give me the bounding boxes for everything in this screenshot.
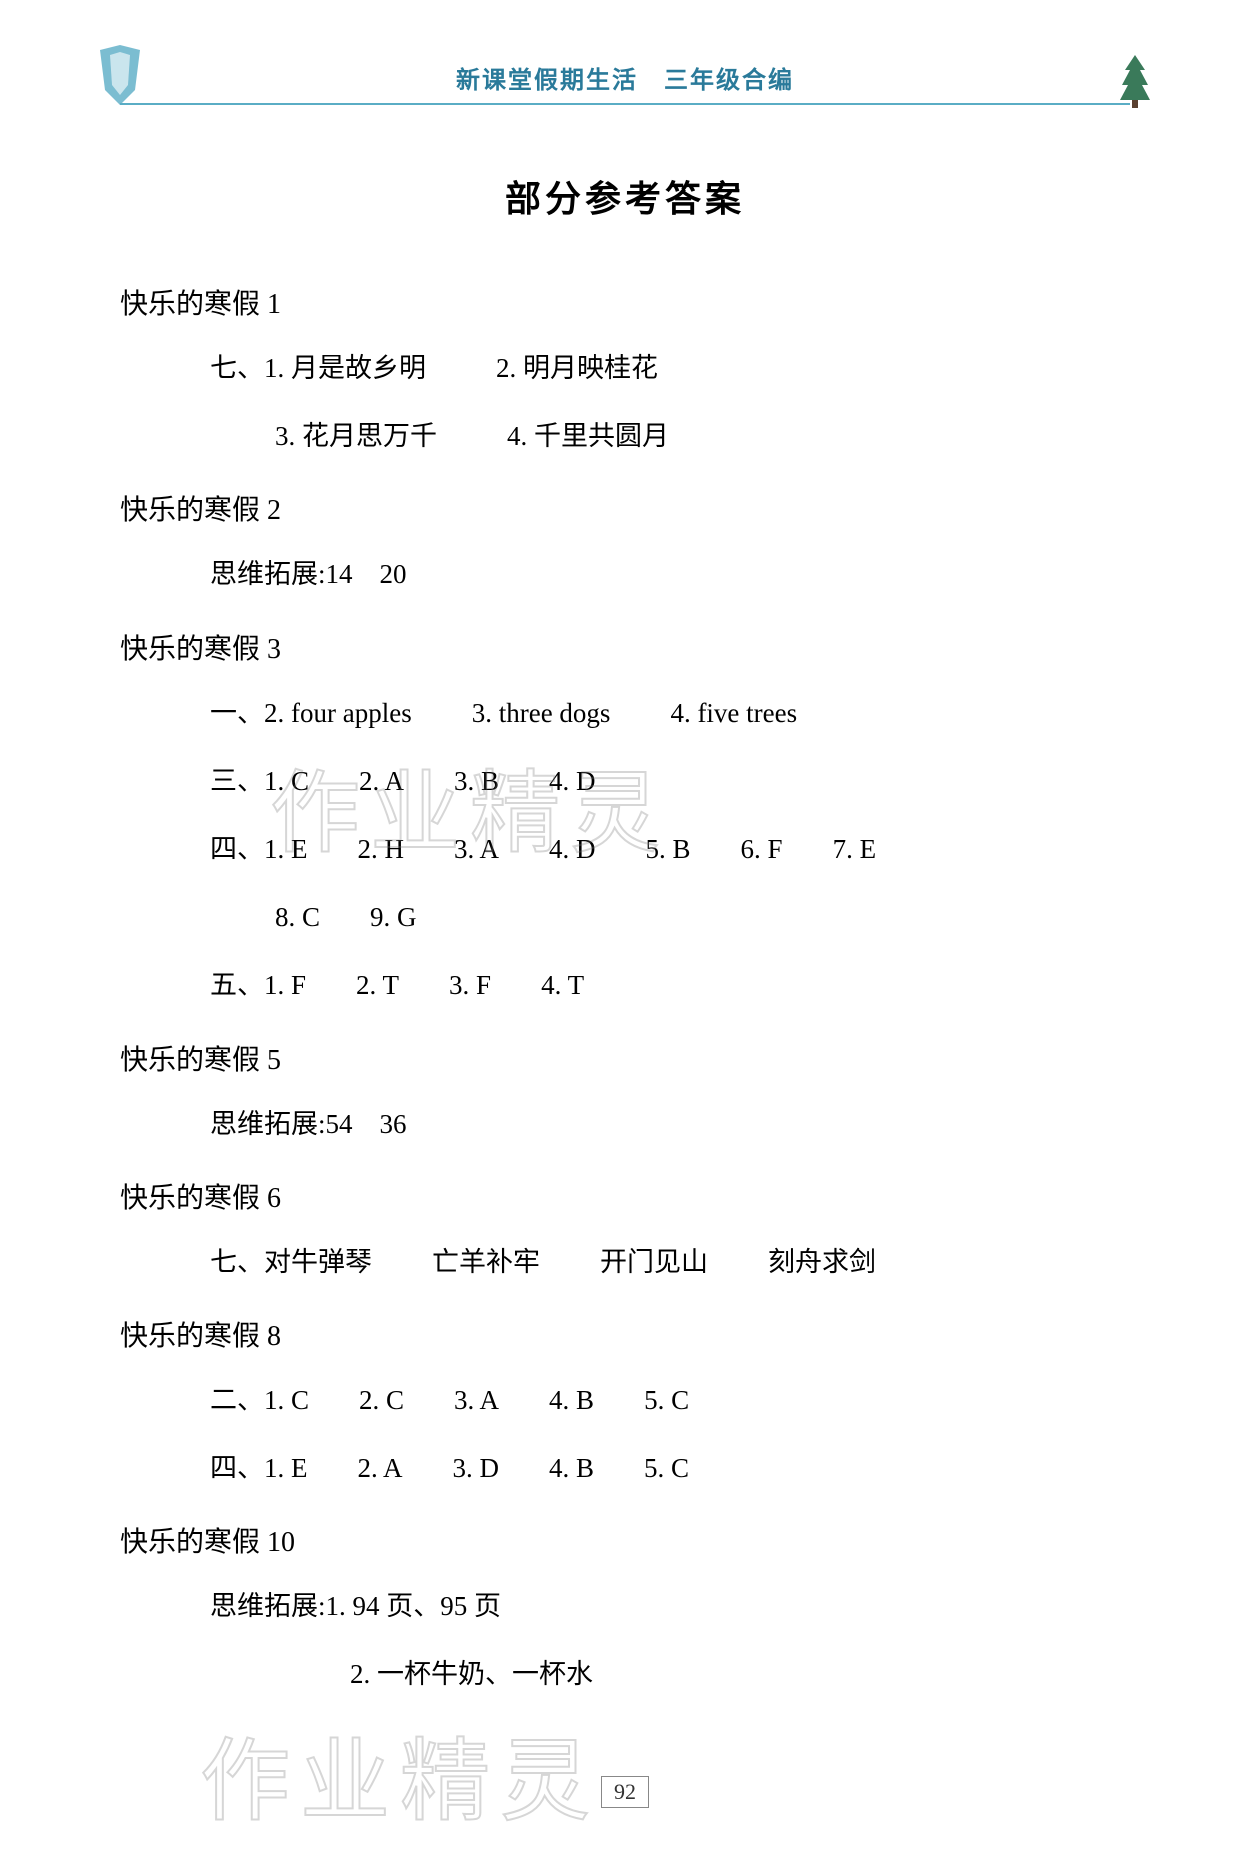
- answer-item: 2. T: [356, 964, 399, 1007]
- answer-item: 3. D: [453, 1447, 500, 1490]
- answer-item: 刻舟求剑: [768, 1241, 876, 1284]
- answer-item: 七、对牛弹琴: [210, 1241, 372, 1284]
- answer-item: 思维拓展:1. 94 页、95 页: [210, 1585, 501, 1628]
- answer-item: 3. B: [454, 760, 499, 803]
- answer-item: 3. 花月思万千: [275, 415, 437, 458]
- answer-item: 思维拓展:14 20: [210, 553, 407, 596]
- answer-item: 四、1. E: [210, 1447, 308, 1490]
- answer-item: 2. 一杯牛奶、一杯水: [350, 1653, 593, 1696]
- header-underline: [120, 103, 1130, 105]
- answer-item: 5. C: [644, 1447, 689, 1490]
- answer-line: 2. 一杯牛奶、一杯水: [120, 1653, 1130, 1696]
- answer-item: 4. five trees: [670, 692, 797, 735]
- answer-item: 四、1. E: [210, 828, 308, 871]
- section-heading: 快乐的寒假 6: [120, 1176, 1130, 1216]
- answer-line: 二、1. C 2. C 3. A 4. B 5. C: [120, 1379, 1130, 1422]
- answer-item: 4. B: [549, 1379, 594, 1422]
- answer-item: 一、2. four apples: [210, 692, 412, 735]
- answer-item: 2. A: [358, 1447, 403, 1490]
- logo-left-icon: [90, 40, 150, 110]
- answer-line: 一、2. four apples 3. three dogs 4. five tre…: [120, 692, 1130, 735]
- answer-item: 2. 明月映桂花: [496, 347, 658, 390]
- section-heading: 快乐的寒假 2: [120, 488, 1130, 528]
- answer-line: 三、1. C 2. A 3. B 4. D: [120, 760, 1130, 803]
- answer-item: 5. B: [646, 828, 691, 871]
- answer-line: 四、1. E 2. A 3. D 4. B 5. C: [120, 1447, 1130, 1490]
- answer-item: 亡羊补牢: [432, 1241, 540, 1284]
- answer-line: 四、1. E 2. H 3. A 4. D 5. B 6. F 7. E: [120, 828, 1130, 871]
- answer-item: 9. G: [370, 896, 417, 939]
- tree-icon: [1110, 50, 1160, 110]
- answer-item: 思维拓展:54 36: [210, 1103, 407, 1146]
- section-heading: 快乐的寒假 8: [120, 1314, 1130, 1354]
- section-heading: 快乐的寒假 5: [120, 1038, 1130, 1078]
- answer-item: 2. C: [359, 1379, 404, 1422]
- answer-line: 3. 花月思万千 4. 千里共圆月: [120, 415, 1130, 458]
- answer-line: 思维拓展:14 20: [120, 553, 1130, 596]
- section-heading: 快乐的寒假 3: [120, 627, 1130, 667]
- answer-line: 思维拓展:54 36: [120, 1103, 1130, 1146]
- answer-item: 5. C: [644, 1379, 689, 1422]
- answer-line: 8. C 9. G: [120, 896, 1130, 939]
- answer-item: 3. A: [454, 1379, 499, 1422]
- page-number: 92: [601, 1776, 649, 1808]
- answer-item: 二、1. C: [210, 1379, 309, 1422]
- answer-item: 4. D: [549, 828, 596, 871]
- answer-item: 4. T: [541, 964, 584, 1007]
- answer-item: 8. C: [275, 896, 320, 939]
- section-heading: 快乐的寒假 1: [120, 282, 1130, 322]
- answer-item: 2. H: [358, 828, 405, 871]
- answer-item: 七、1. 月是故乡明: [210, 347, 426, 390]
- answer-item: 五、1. F: [210, 964, 306, 1007]
- answer-item: 6. F: [741, 828, 783, 871]
- main-title: 部分参考答案: [120, 170, 1130, 222]
- answer-item: 4. B: [549, 1447, 594, 1490]
- answer-item: 3. A: [454, 828, 499, 871]
- header-title: 新课堂假期生活 三年级合编: [120, 50, 1130, 95]
- section-heading: 快乐的寒假 10: [120, 1520, 1130, 1560]
- content-body: 快乐的寒假 1 七、1. 月是故乡明 2. 明月映桂花 3. 花月思万千 4. 千里共圆…: [120, 282, 1130, 1697]
- answer-line: 七、1. 月是故乡明 2. 明月映桂花: [120, 347, 1130, 390]
- answer-line: 五、1. F 2. T 3. F 4. T: [120, 964, 1130, 1007]
- answer-item: 7. E: [833, 828, 877, 871]
- watermark-text: 作业精灵: [200, 1708, 600, 1838]
- answer-item: 2. A: [359, 760, 404, 803]
- answer-item: 开门见山: [600, 1241, 708, 1284]
- page-header: 新课堂假期生活 三年级合编: [120, 50, 1130, 130]
- answer-item: 3. three dogs: [472, 692, 611, 735]
- answer-item: 4. D: [549, 760, 596, 803]
- answer-item: 3. F: [449, 964, 491, 1007]
- answer-line: 七、对牛弹琴 亡羊补牢 开门见山 刻舟求剑: [120, 1241, 1130, 1284]
- answer-line: 思维拓展:1. 94 页、95 页: [120, 1585, 1130, 1628]
- answer-item: 4. 千里共圆月: [507, 415, 669, 458]
- answer-item: 三、1. C: [210, 760, 309, 803]
